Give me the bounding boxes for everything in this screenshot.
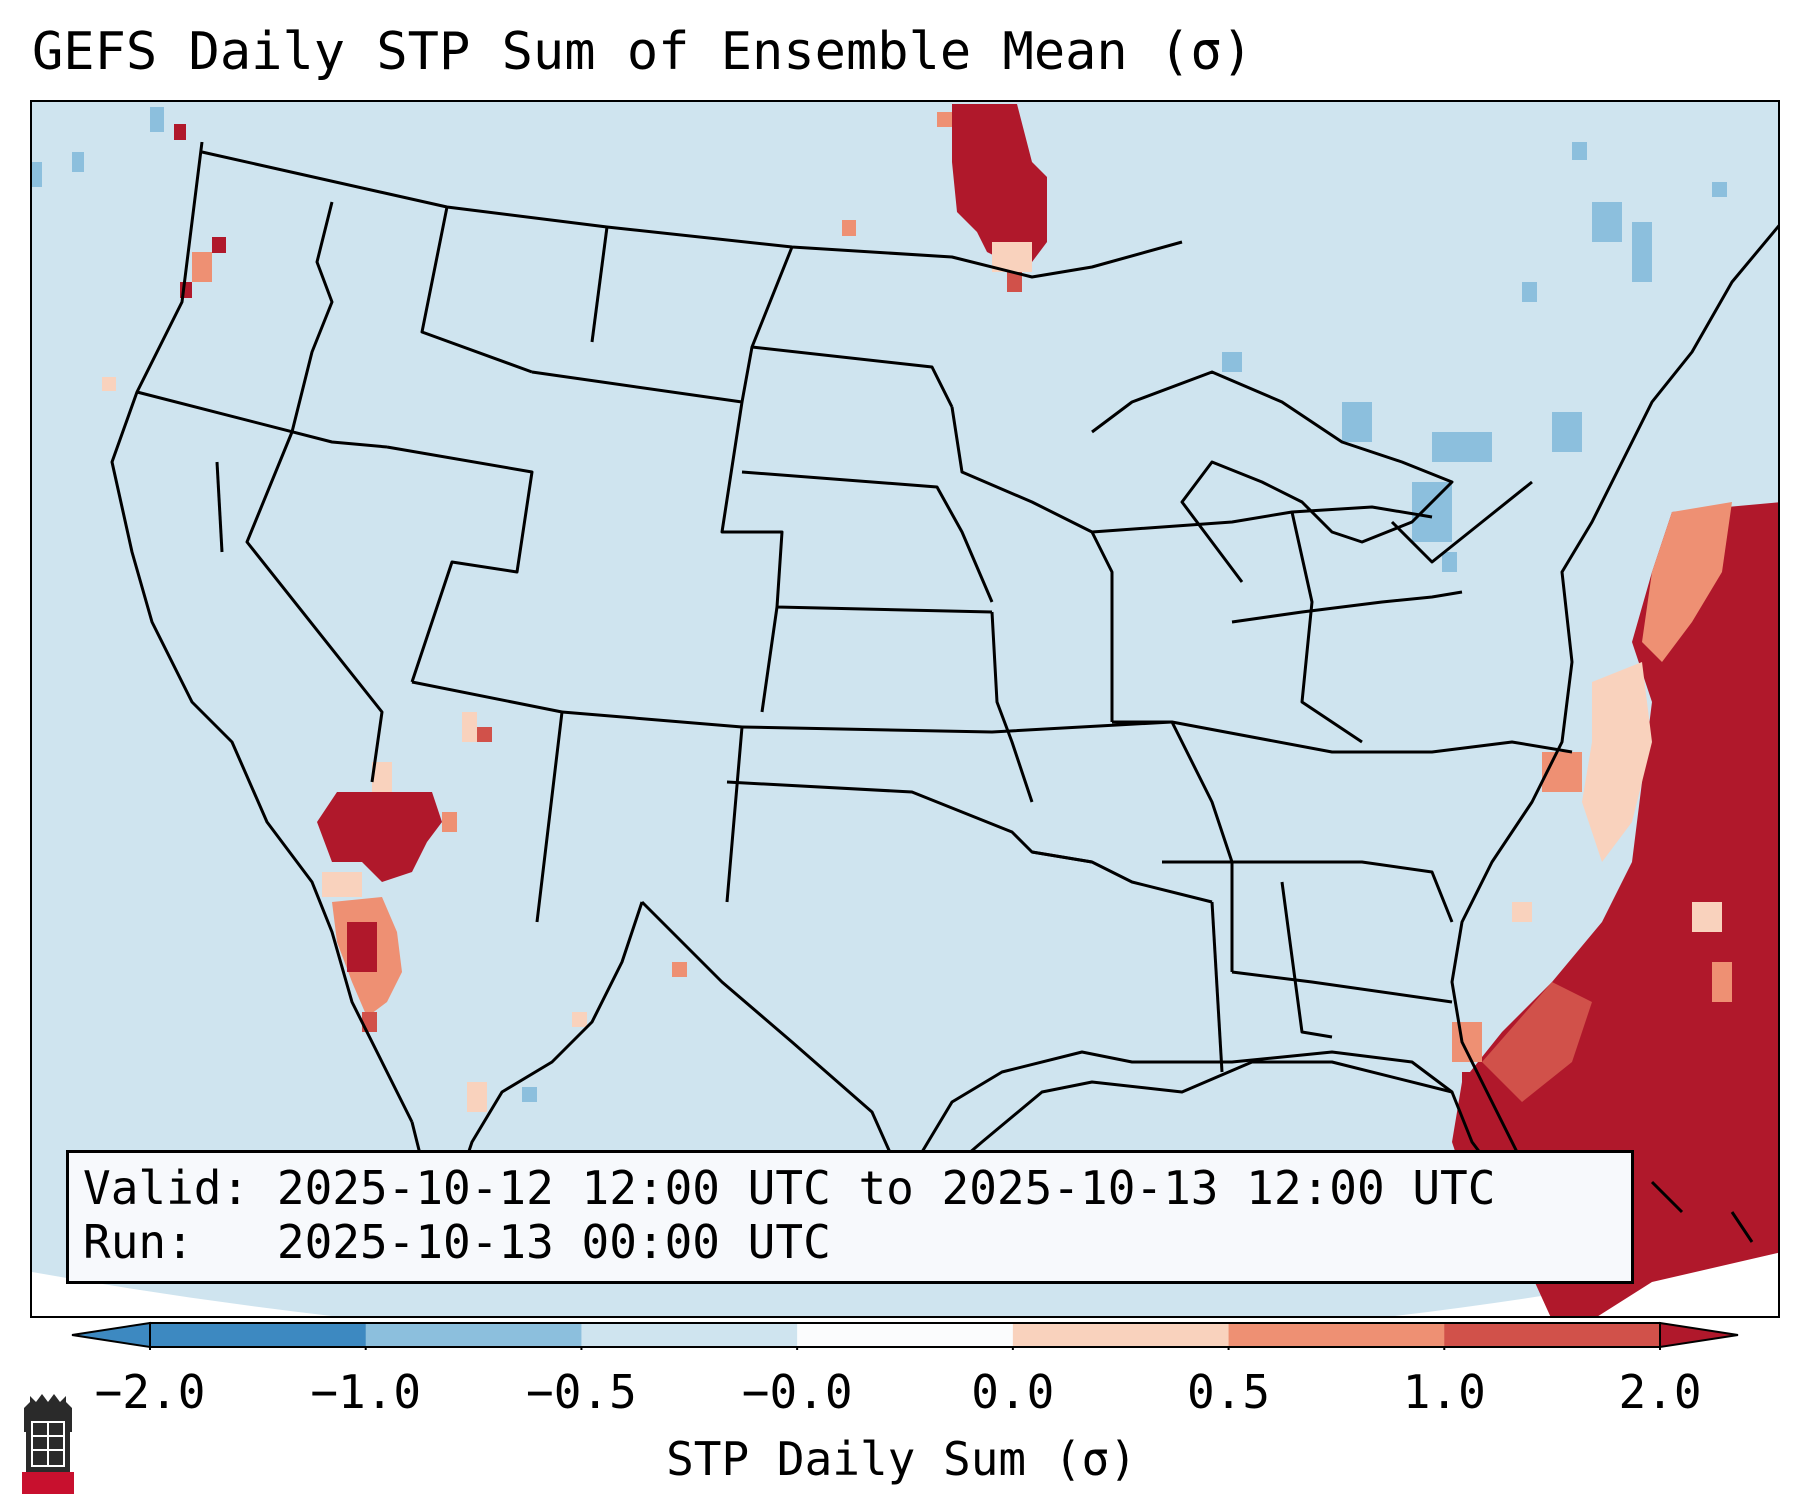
atlantic-coast [1450, 224, 1778, 1223]
colorbar-tick-label: 0.5 [1187, 1365, 1271, 1419]
colorbar-extend-high [1659, 1321, 1739, 1349]
colorbar-outline [149, 1322, 1661, 1348]
colorbar-tick-label: 2.0 [1618, 1365, 1702, 1419]
valid-label: Valid: [83, 1161, 250, 1215]
canada-border [201, 150, 1183, 279]
colorbar-label: STP Daily Sum (σ) [666, 1432, 1137, 1486]
run-value: 2025-10-13 00:00 UTC [276, 1215, 831, 1269]
gulf-coast [910, 1050, 1524, 1233]
colorbar [71, 1321, 1739, 1350]
info-box: Valid: 2025-10-12 12:00 UTC to 2025-10-1… [66, 1150, 1634, 1284]
colorbar-tick-label: −0.0 [741, 1365, 853, 1419]
colorbar-segment [1012, 1323, 1230, 1347]
anomaly-minnesota-pale [992, 242, 1032, 272]
colorbar-tick-label: 1.0 [1402, 1365, 1486, 1419]
anomaly-arizona [317, 792, 442, 882]
colorbar-tick-label: −1.0 [310, 1365, 422, 1419]
colorbar-segment [1444, 1323, 1661, 1347]
colorbar-tick-label: 0.0 [971, 1365, 1055, 1419]
pacific-coast [110, 141, 414, 1123]
anomaly-shading [102, 104, 1778, 1316]
colorbar-extend-low [71, 1321, 151, 1349]
state-borders [110, 141, 1778, 1284]
colorbar-tick-label: −2.0 [94, 1365, 206, 1419]
colorbar-segment [581, 1323, 798, 1347]
colorbar-tick-label: −0.5 [526, 1365, 637, 1419]
great-lakes [1091, 370, 1454, 583]
valid-value: 2025-10-12 12:00 UTC to 2025-10-13 12:00… [276, 1161, 1496, 1215]
anomaly-atlantic [1452, 502, 1778, 1316]
colorbar-segment [1228, 1323, 1445, 1347]
colorbar-segment [365, 1323, 582, 1347]
map-svg [32, 104, 1778, 1316]
negative-anomaly-speckles [32, 107, 1727, 572]
map-panel [30, 100, 1780, 1318]
run-label: Run: [83, 1215, 194, 1269]
colorbar-segment [797, 1323, 1014, 1347]
university-tower-icon [22, 1394, 74, 1494]
map-title: GEFS Daily STP Sum of Ensemble Mean (σ) [32, 22, 1253, 82]
colorbar-segment [150, 1323, 367, 1347]
anomaly-minnesota [952, 104, 1047, 262]
